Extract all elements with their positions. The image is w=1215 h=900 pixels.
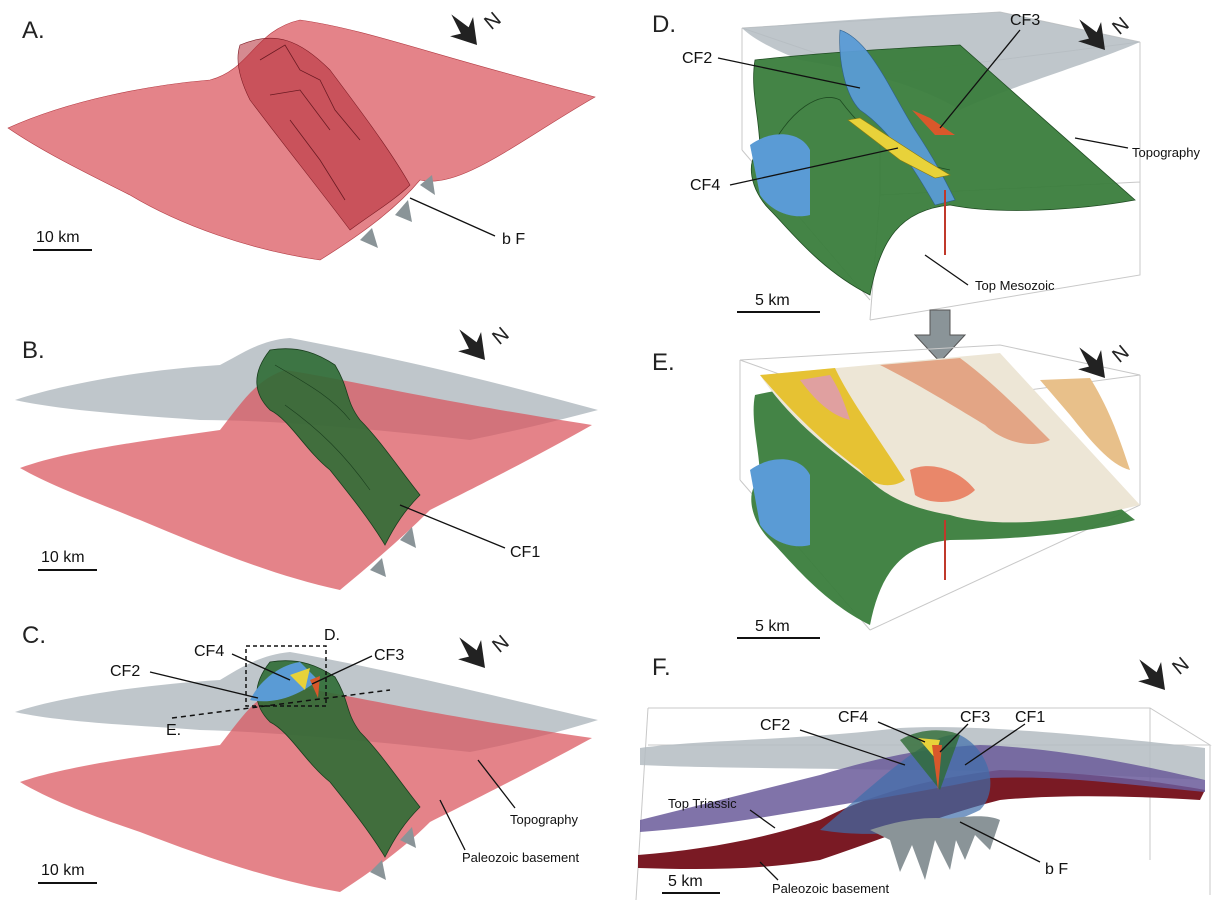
svg-text:N: N xyxy=(480,8,505,34)
panel-a: A. b F 10 km N xyxy=(7,4,596,261)
label-top-mesozoic-d: Top Mesozoic xyxy=(975,278,1055,293)
north-arrow-icon-a xyxy=(439,4,489,55)
svg-text:N: N xyxy=(488,631,513,657)
paleozoic-basement-surface-c xyxy=(20,685,592,892)
label-cf1-b: CF1 xyxy=(510,544,540,561)
scale-bar-label-f: 5 km xyxy=(668,873,703,890)
label-bf-a: b F xyxy=(502,231,525,248)
panel-c-label: C. xyxy=(22,622,46,649)
label-paleozoic-c: Paleozoic basement xyxy=(462,850,579,865)
scale-bar-label-d: 5 km xyxy=(755,292,790,309)
label-d-box: D. xyxy=(324,627,340,644)
label-top-triassic-f: Top Triassic xyxy=(668,796,737,811)
panel-a-label: A. xyxy=(22,17,45,44)
panel-e: E. 5 km N xyxy=(652,337,1141,639)
panel-b: B. CF1 10 km N xyxy=(15,319,598,590)
label-cf3-f: CF3 xyxy=(960,709,990,726)
label-cf4-f: CF4 xyxy=(838,709,868,726)
panel-d-label: D. xyxy=(652,11,676,38)
paleozoic-basement-surface-b xyxy=(20,370,592,590)
label-cf3-d: CF3 xyxy=(1010,12,1040,29)
svg-text:N: N xyxy=(1108,13,1133,39)
cf3-fault-surface xyxy=(912,110,955,135)
panel-b-label: B. xyxy=(22,337,45,364)
label-bf-f: b F xyxy=(1045,861,1068,878)
label-e-line: E. xyxy=(166,722,181,739)
north-arrow-icon-b xyxy=(447,319,497,370)
scale-bar-label-c: 10 km xyxy=(41,862,85,879)
scale-bar-label-a: 10 km xyxy=(36,229,80,246)
label-topography-c: Topography xyxy=(510,812,578,827)
panel-f-label: F. xyxy=(652,654,671,681)
label-cf3-c: CF3 xyxy=(374,647,404,664)
label-topography-d: Topography xyxy=(1132,145,1200,160)
label-cf1-f: CF1 xyxy=(1015,709,1045,726)
down-arrow-icon xyxy=(913,309,967,363)
label-cf2-d: CF2 xyxy=(682,50,712,67)
panel-d: D. CF2 CF3 CF4 Topography Top Mesozoic 5… xyxy=(652,9,1200,363)
cf1-fault-surface xyxy=(256,348,421,546)
north-arrow-icon-f xyxy=(1127,649,1177,700)
geologic-map-surface xyxy=(760,353,1140,523)
scale-bar-label-b: 10 km xyxy=(41,549,85,566)
panel-f: F. CF2 CF4 CF3 CF1 Top Triassic Paleozoi… xyxy=(635,649,1212,900)
svg-text:N: N xyxy=(488,323,513,349)
label-cf2-f: CF2 xyxy=(760,717,790,734)
label-cf2-c: CF2 xyxy=(110,663,140,680)
label-cf4-c: CF4 xyxy=(194,643,224,660)
panel-c: C. CF2 CF4 CF3 D. E. Topography Paleozoi… xyxy=(15,622,598,892)
svg-text:N: N xyxy=(1108,341,1133,367)
cf1-fault-surface-c xyxy=(256,660,421,858)
svg-text:N: N xyxy=(1168,653,1193,679)
cf4-fault-surface xyxy=(847,117,951,179)
scale-bar-label-e: 5 km xyxy=(755,618,790,635)
north-arrow-icon-c xyxy=(447,627,497,678)
label-cf4-d: CF4 xyxy=(690,177,720,194)
label-paleozoic-f: Paleozoic basement xyxy=(772,881,889,896)
panel-e-label: E. xyxy=(652,349,675,376)
